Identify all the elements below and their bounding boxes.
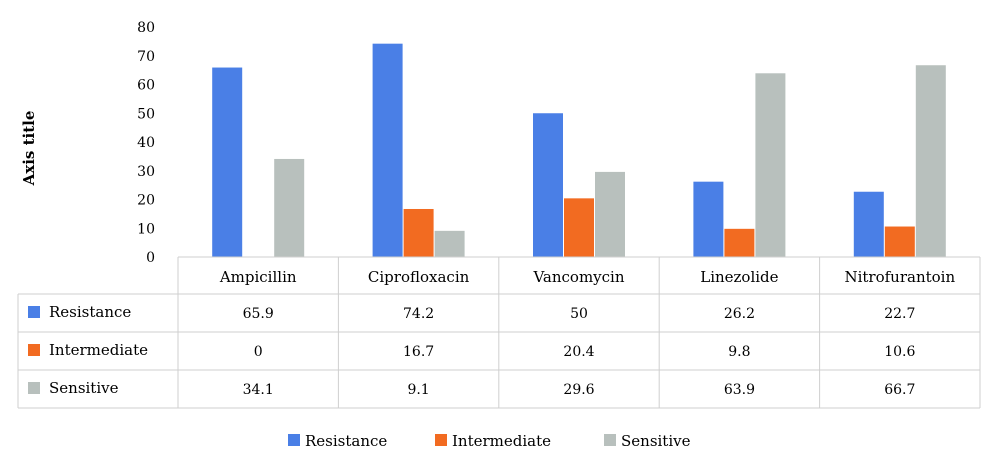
table-cell: 29.6: [563, 382, 594, 398]
legend-swatch-intermediate: [435, 434, 447, 446]
y-axis-title: Axis title: [20, 111, 38, 187]
table-cell: 20.4: [563, 344, 594, 360]
table-key-resistance: [28, 306, 40, 318]
y-tick-label: 30: [137, 164, 155, 180]
category-label: Linezolide: [700, 268, 778, 286]
bar-resistance-vancomycin: [533, 113, 563, 257]
table-cell: 50: [570, 306, 588, 322]
y-axis-ticks: 0 10 20 30 40 50 60 70 80: [137, 20, 155, 266]
bars: [212, 43, 946, 257]
table-cell: 16.7: [403, 344, 434, 360]
table-cell: 26.2: [724, 306, 755, 322]
category-label: Ampicillin: [219, 268, 297, 286]
bar-sensitive-ampicillin: [274, 158, 305, 257]
table-cell: 63.9: [724, 382, 755, 398]
table-row-label: Sensitive: [49, 379, 119, 397]
bar-resistance-nitrofurantoin: [853, 191, 884, 257]
data-table: Ampicillin Ciprofloxacin Vancomycin Linezol…: [17, 256, 981, 409]
table-cell: 34.1: [243, 382, 274, 398]
category-label: Ciprofloxacin: [368, 268, 470, 286]
bar-sensitive-nitrofurantoin: [915, 65, 946, 257]
bar-sensitive-vancomycin: [595, 171, 625, 257]
table-key-intermediate: [28, 344, 40, 356]
bar-resistance-ampicillin: [212, 67, 243, 257]
bar-intermediate-ciprofloxacin: [403, 208, 434, 257]
category-label: Nitrofurantoin: [844, 268, 955, 286]
y-tick-label: 0: [146, 250, 155, 266]
y-tick-label: 70: [137, 49, 155, 65]
table-cell: 9.8: [728, 344, 750, 360]
bar-sensitive-linezolide: [755, 73, 786, 257]
table-row-label: Resistance: [49, 303, 131, 321]
category-label: Vancomycin: [532, 268, 624, 286]
legend-label: Resistance: [305, 432, 387, 450]
y-tick-label: 50: [137, 106, 155, 122]
bar-intermediate-linezolide: [724, 228, 755, 257]
table-cell: 66.7: [884, 382, 915, 398]
table-cell: 65.9: [243, 306, 274, 322]
bar-resistance-ciprofloxacin: [372, 43, 403, 257]
y-tick-label: 60: [137, 78, 155, 94]
legend-label: Sensitive: [621, 432, 691, 450]
legend-swatch-resistance: [288, 434, 300, 446]
y-tick-label: 20: [137, 193, 155, 209]
bar-resistance-linezolide: [693, 181, 724, 257]
table-cell: 74.2: [403, 306, 434, 322]
table-row-label: Intermediate: [49, 341, 148, 359]
table-cell: 0: [254, 344, 263, 360]
legend: Resistance Intermediate Sensitive: [288, 432, 691, 450]
table-cell: 9.1: [407, 382, 429, 398]
table-cell: 10.6: [884, 344, 915, 360]
bar-intermediate-nitrofurantoin: [884, 226, 915, 257]
table-cell: 22.7: [884, 306, 915, 322]
y-tick-label: 40: [137, 135, 155, 151]
bar-intermediate-vancomycin: [564, 198, 594, 257]
legend-label: Intermediate: [452, 432, 551, 450]
bar-sensitive-ciprofloxacin: [434, 230, 465, 257]
y-tick-label: 10: [137, 221, 155, 237]
legend-swatch-sensitive: [604, 434, 616, 446]
table-key-sensitive: [28, 382, 40, 394]
y-tick-label: 80: [137, 20, 155, 36]
